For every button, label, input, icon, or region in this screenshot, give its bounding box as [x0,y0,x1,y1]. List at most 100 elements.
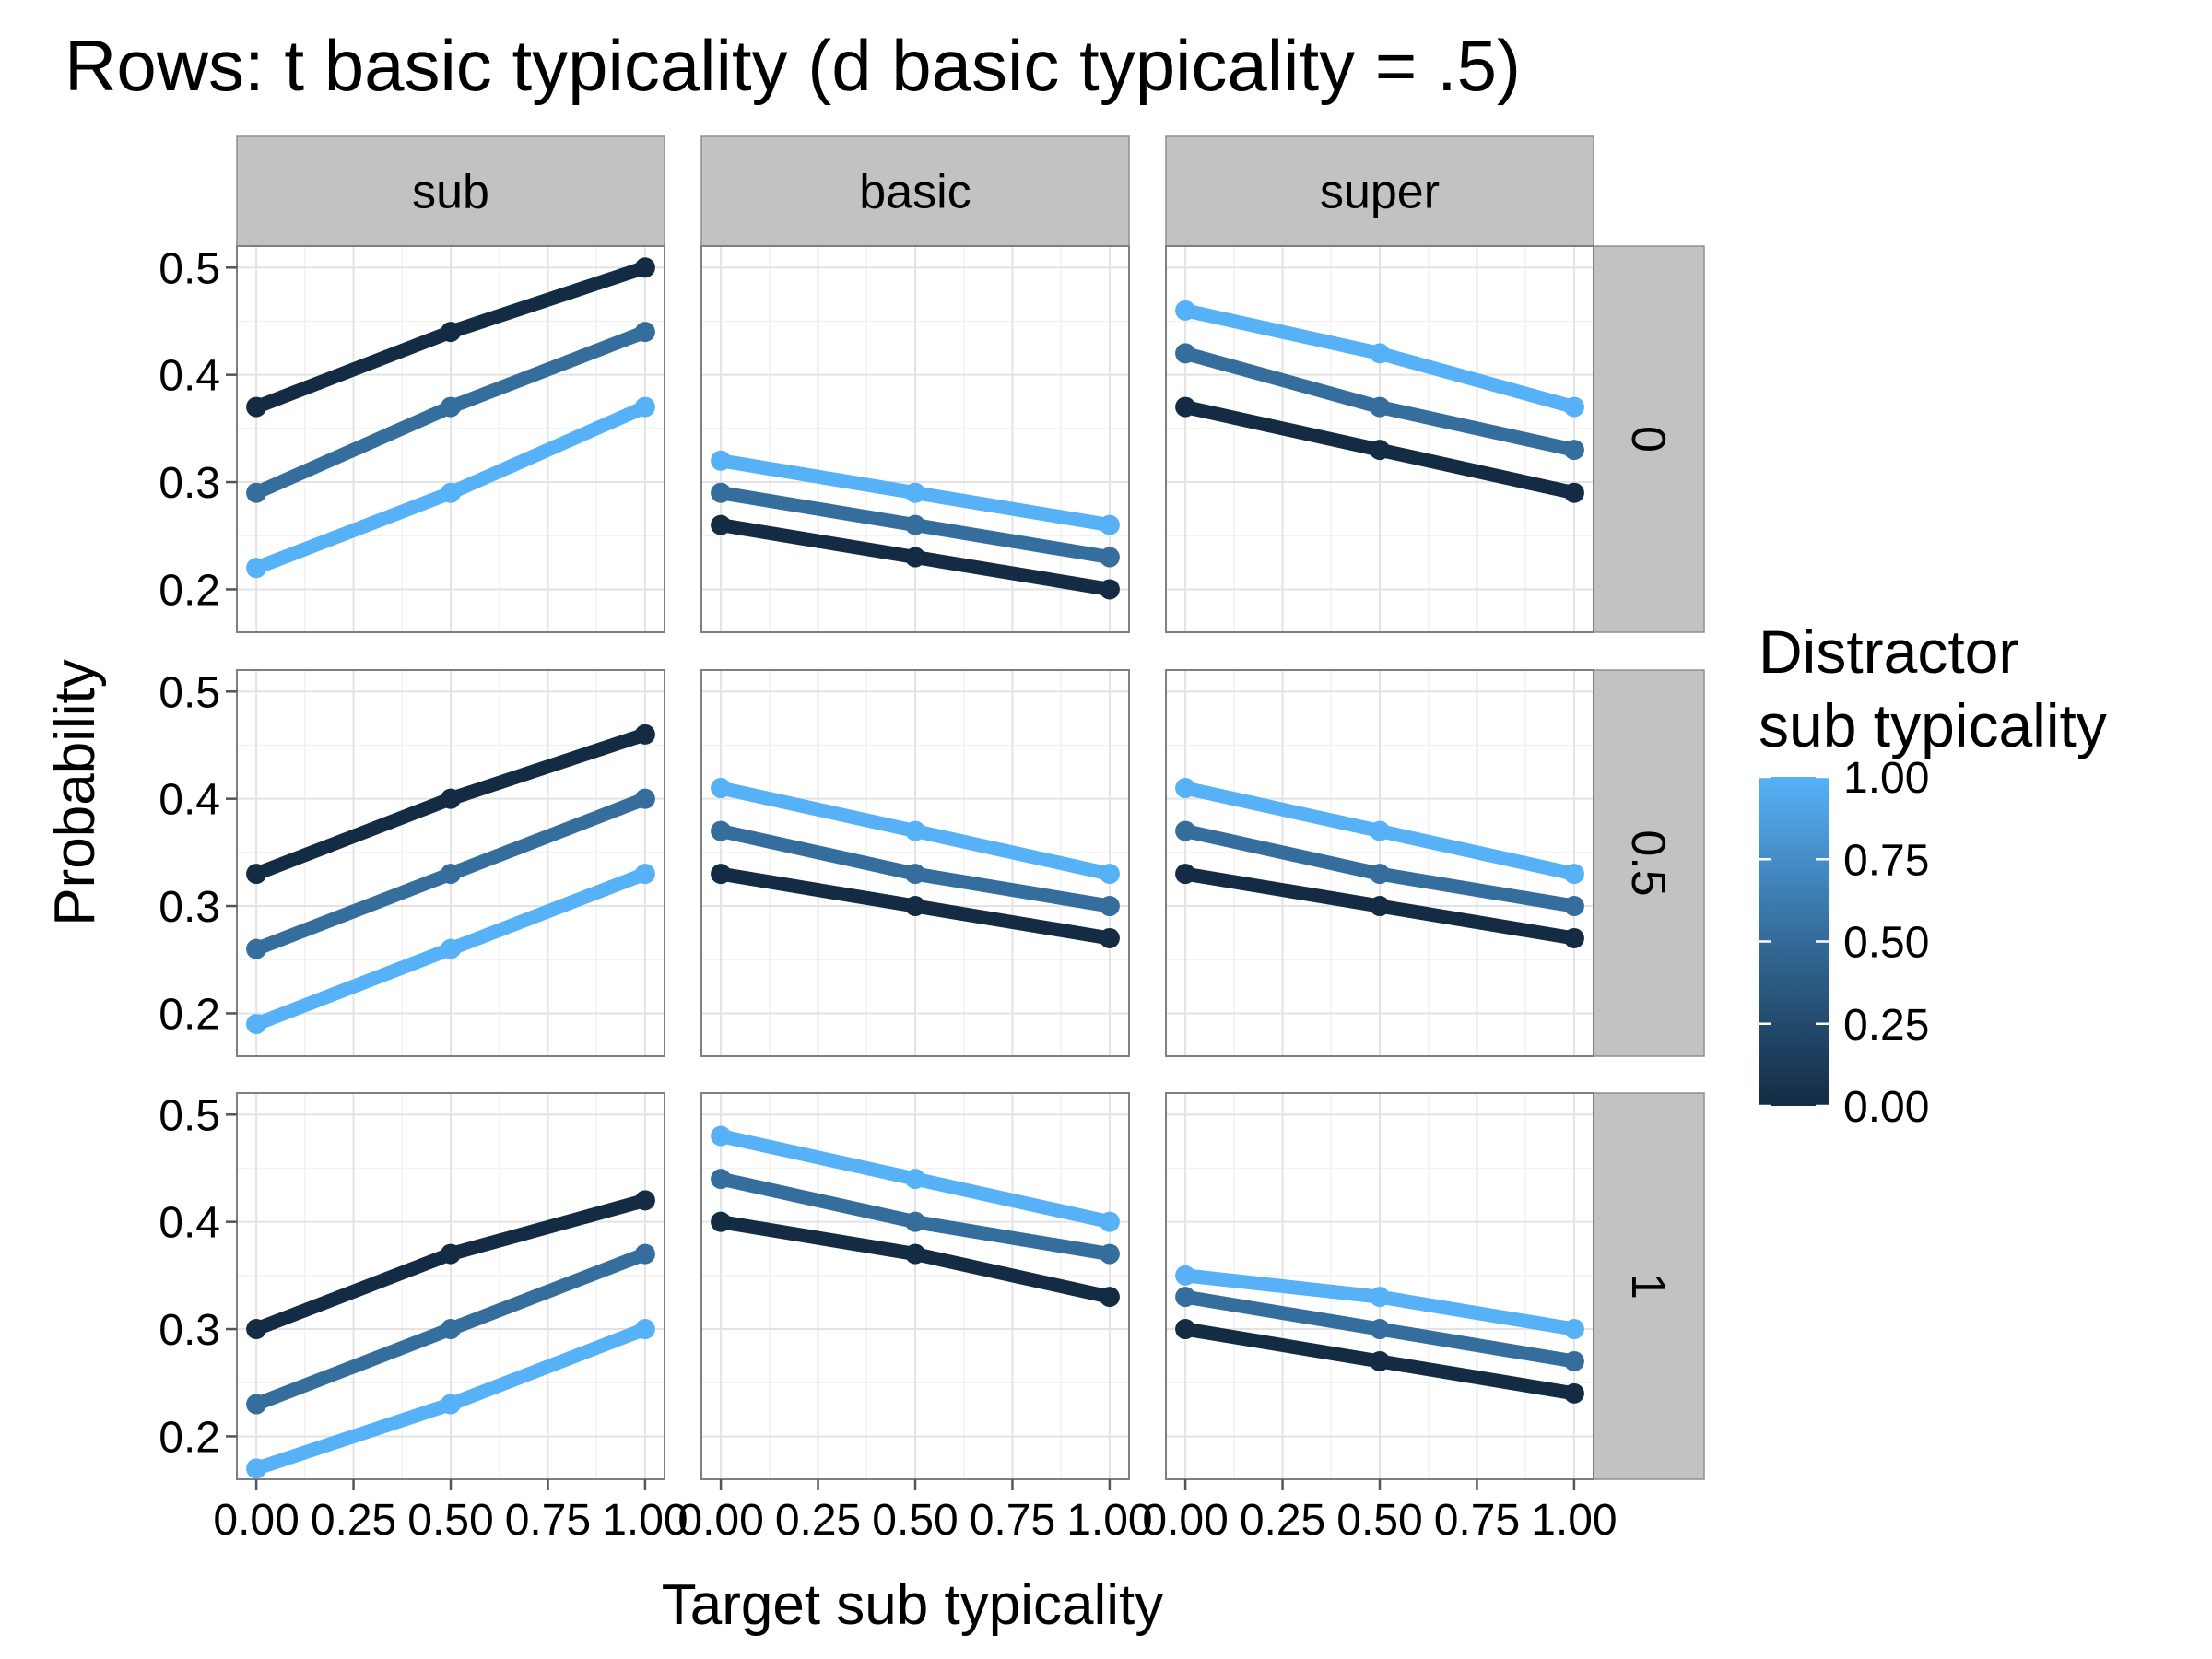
data-point [1563,864,1584,885]
x-tick-label: 0.50 [1336,1496,1422,1545]
y-tick-label: 0.4 [159,776,220,825]
data-point [1370,1319,1390,1340]
panel-sub-1 [236,1092,665,1480]
data-point [905,864,925,885]
y-tick-label: 0.3 [159,1306,220,1355]
data-point [711,514,732,535]
data-point [1175,820,1196,841]
data-point [1563,440,1584,461]
legend-label: 1.00 [1843,754,1929,803]
data-point [1175,343,1196,364]
row-strip-label: 1 [1621,1273,1675,1300]
facet-strip-basic [700,135,1130,247]
data-point [634,1319,655,1340]
data-point [634,724,655,745]
data-point [441,396,461,418]
panel-super-0.5 [1165,669,1594,1057]
row-strip-label: 0.5 [1621,830,1675,896]
x-tick-label: 1.00 [602,1496,688,1545]
x-tick-label: 0.50 [872,1496,958,1545]
data-point [634,322,655,343]
data-point [246,1394,267,1415]
data-point [1563,896,1584,917]
x-tick-label: 0.50 [407,1496,493,1545]
row-strip-2 [1593,1092,1705,1480]
x-tick-label: 0.25 [775,1496,861,1545]
data-point [1370,1287,1390,1308]
data-point [441,322,461,343]
data-point [246,1014,267,1035]
y-tick-label: 0.4 [159,1199,220,1248]
data-point [1370,864,1390,885]
data-point [441,1319,461,1340]
data-point [711,482,732,503]
panel-frame [700,245,1130,633]
data-point [1099,864,1120,885]
data-point [711,820,732,841]
row-strip-0 [1593,245,1705,633]
x-tick-label: 0.00 [1142,1496,1228,1545]
data-point [905,820,925,841]
legend-label: 0.75 [1843,836,1929,885]
y-tick-label: 0.5 [159,668,220,717]
data-point [246,482,267,503]
data-point [441,482,461,503]
row-strip-label: 0 [1621,426,1675,453]
data-point [441,1243,461,1265]
x-tick-label: 0.25 [1240,1496,1325,1545]
panel-frame [1165,245,1594,633]
data-point [1370,820,1390,841]
panel-frame [236,245,665,633]
data-point [711,1211,732,1232]
panel-basic-0.5 [700,669,1130,1057]
y-tick-label: 0.5 [159,1091,220,1140]
y-tick-label: 0.4 [159,352,220,401]
data-point [905,514,925,535]
x-axis-title: Target sub typicality [662,1573,1163,1637]
data-point [246,864,267,885]
data-point [1563,482,1584,503]
data-point [441,938,461,959]
legend-title-line: sub typicality [1759,691,2107,759]
data-point [246,1319,267,1340]
data-point [711,450,732,471]
data-point [1099,1243,1120,1265]
data-point [634,864,655,885]
data-point [1099,1211,1120,1232]
data-point [711,1169,732,1190]
data-point [905,1243,925,1265]
legend-title-line: Distractor [1759,618,2018,686]
legend-label: 0.00 [1843,1083,1929,1132]
panel-frame [236,669,665,1057]
data-point [905,1211,925,1232]
data-point [246,1458,267,1479]
data-point [1370,396,1390,418]
data-point [1175,778,1196,799]
data-point [246,396,267,418]
legend-label: 0.50 [1843,919,1929,968]
facet-strip-label: super [1320,166,1440,219]
x-tick-label: 0.75 [970,1496,1055,1545]
y-tick-label: 0.3 [159,883,220,932]
x-tick-label: 0.75 [1434,1496,1520,1545]
data-point [1099,896,1120,917]
x-tick-label: 1.00 [1531,1496,1617,1545]
data-point [441,788,461,809]
chart-title: Rows: t basic typicality (d basic typica… [65,25,1521,106]
data-point [905,482,925,503]
data-point [1563,396,1584,418]
data-point [634,788,655,809]
facet-strip-label: basic [859,166,971,219]
data-point [1099,927,1120,948]
data-point [905,547,925,568]
data-point [1563,1382,1584,1404]
x-tick-label: 1.00 [1066,1496,1152,1545]
panel-sub-0.5 [236,669,665,1057]
y-axis-title: Probability [43,659,107,925]
x-tick-label: 0.25 [311,1496,396,1545]
data-point [634,1190,655,1211]
data-point [246,558,267,579]
y-tick-label: 0.2 [159,1413,220,1462]
data-point [634,257,655,278]
